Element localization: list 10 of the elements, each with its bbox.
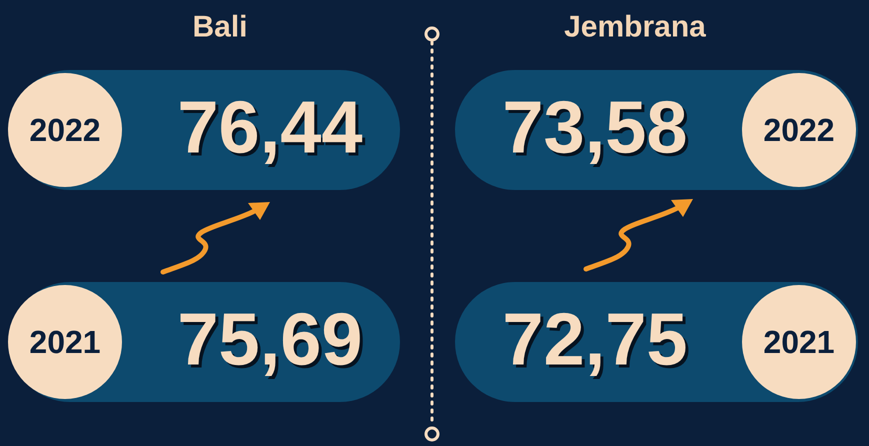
- data-label: 75,69: [177, 297, 363, 380]
- category-label: 2021: [29, 324, 101, 360]
- category-label: 2022: [763, 112, 835, 148]
- text: Bali: [192, 10, 248, 44]
- category-label: 2022: [29, 112, 101, 148]
- data-label: 72,75: [502, 297, 688, 380]
- data-label: 76,44: [177, 85, 363, 168]
- data-label: 73,58: [502, 85, 688, 168]
- category-label: 2021: [763, 324, 835, 360]
- text: Jembrana: [564, 10, 706, 44]
